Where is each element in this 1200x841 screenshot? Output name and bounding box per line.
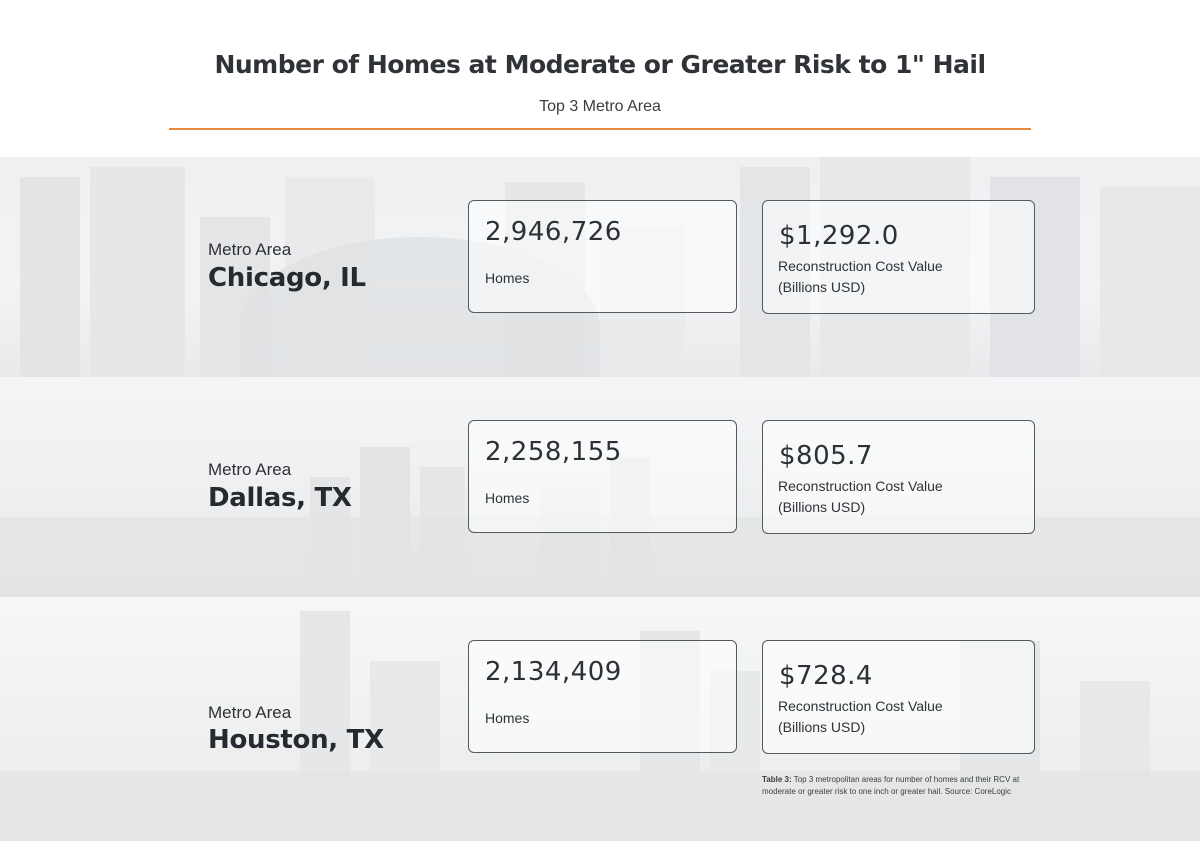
rcv-value: $728.4 [779, 661, 873, 691]
page-title: Number of Homes at Moderate or Greater R… [214, 50, 986, 79]
homes-card: 2,946,726 Homes [468, 200, 737, 313]
metro-area-label: Metro Area [208, 240, 292, 259]
table-caption: Table 3: Top 3 metropolitan areas for nu… [762, 774, 1047, 798]
homes-value: 2,946,726 [485, 217, 622, 247]
metro-band-houston: Metro Area Houston, TX 2,134,409 Homes $… [0, 597, 1200, 841]
rcv-card: $805.7 Reconstruction Cost Value (Billio… [762, 420, 1035, 534]
metro-name: Chicago, IL [208, 263, 366, 293]
metro-area-label: Metro Area [208, 703, 292, 722]
rcv-unit-label: (Billions USD) [778, 279, 866, 295]
metro-band-dallas: Metro Area Dallas, TX 2,258,155 Homes $8… [0, 377, 1200, 597]
rcv-unit-label: (Billions USD) [778, 499, 866, 515]
rcv-label: Reconstruction Cost Value [778, 478, 943, 494]
homes-card: 2,134,409 Homes [468, 640, 737, 753]
rcv-card: $728.4 Reconstruction Cost Value (Billio… [762, 640, 1035, 754]
homes-card: 2,258,155 Homes [468, 420, 737, 533]
rcv-label: Reconstruction Cost Value [778, 698, 943, 714]
caption-text: Top 3 metropolitan areas for number of h… [762, 775, 1020, 796]
title-divider [169, 128, 1031, 130]
rcv-label: Reconstruction Cost Value [778, 258, 943, 274]
page-subtitle: Top 3 Metro Area [539, 98, 661, 115]
homes-value: 2,134,409 [485, 657, 622, 687]
rcv-card: $1,292.0 Reconstruction Cost Value (Bill… [762, 200, 1035, 314]
metro-name: Dallas, TX [208, 483, 352, 513]
rcv-value: $1,292.0 [779, 221, 899, 251]
homes-label: Homes [485, 270, 530, 286]
homes-label: Homes [485, 710, 530, 726]
homes-value: 2,258,155 [485, 437, 622, 467]
homes-label: Homes [485, 490, 530, 506]
rcv-unit-label: (Billions USD) [778, 719, 866, 735]
metro-name: Houston, TX [208, 725, 384, 755]
rcv-value: $805.7 [779, 441, 873, 471]
caption-lead: Table 3: [762, 775, 792, 784]
metro-area-label: Metro Area [208, 460, 292, 479]
metro-band-chicago: Metro Area Chicago, IL 2,946,726 Homes $… [0, 157, 1200, 377]
